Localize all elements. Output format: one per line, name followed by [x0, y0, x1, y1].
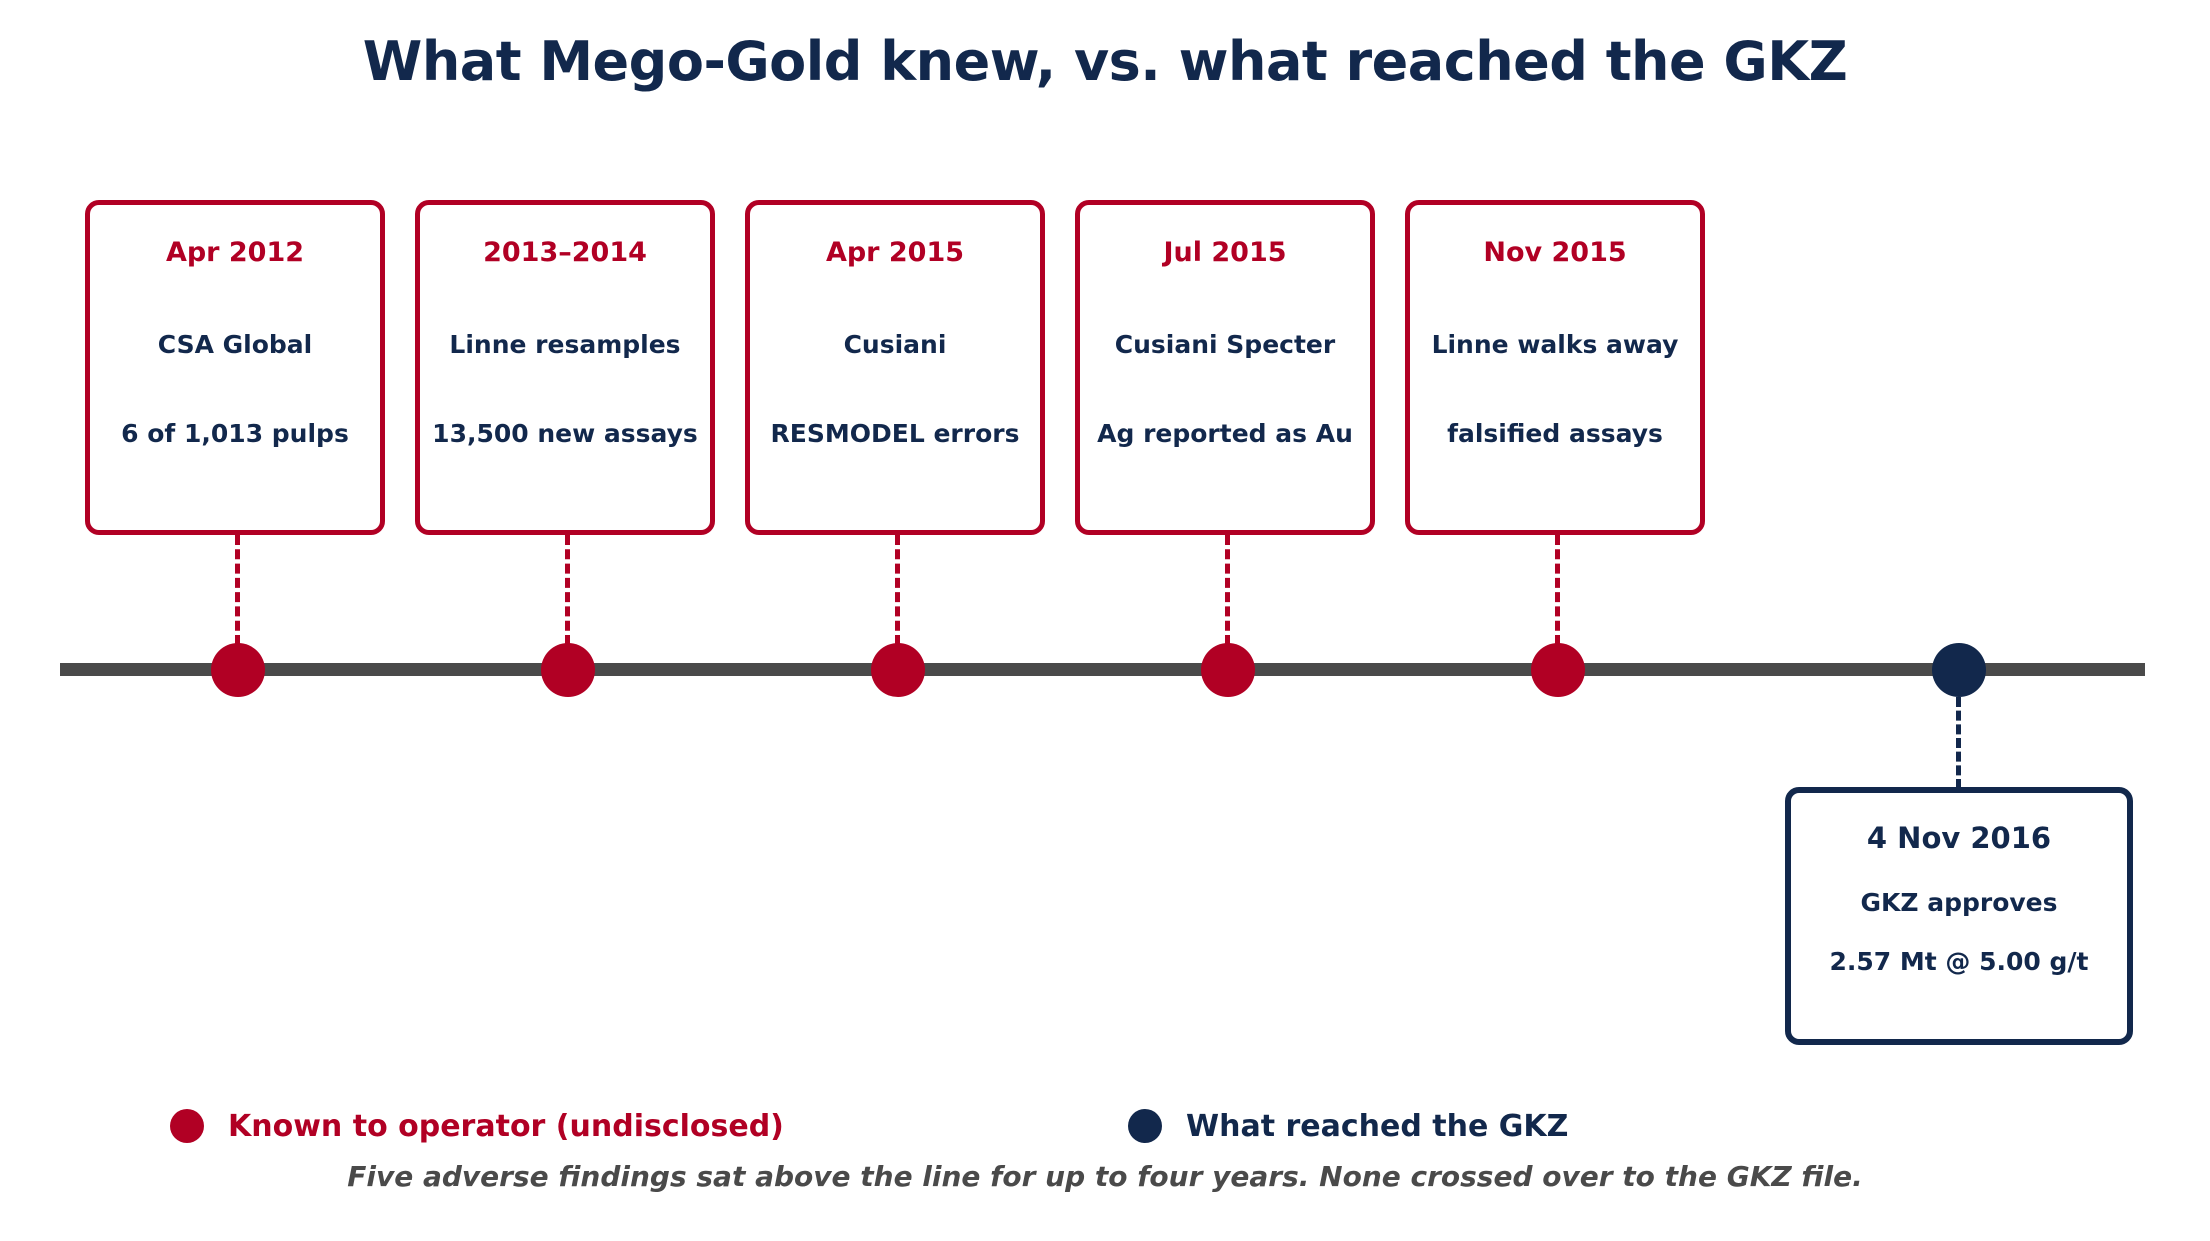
connector-line-1: [235, 535, 240, 645]
operator-dot-4[interactable]: [1201, 643, 1255, 697]
legend-label-gkz: What reached the GKZ: [1186, 1108, 1569, 1144]
connector-line-5: [1555, 535, 1560, 645]
connector-line-2: [565, 535, 570, 645]
gkz-actor: GKZ approves: [1860, 888, 2058, 917]
event-date: 2013–2014: [483, 237, 647, 268]
event-actor: Cusiani: [843, 330, 947, 359]
gkz-dot[interactable]: [1932, 643, 1986, 697]
event-detail: Ag reported as Au: [1097, 419, 1353, 448]
connector-line-gkz: [1956, 697, 1961, 789]
operator-dot-icon: [170, 1109, 204, 1143]
event-actor: Linne resamples: [449, 330, 681, 359]
event-actor: Linne walks away: [1431, 330, 1679, 359]
event-actor: Cusiani Specter: [1114, 330, 1336, 359]
event-actor: CSA Global: [157, 330, 313, 359]
gkz-date: 4 Nov 2016: [1866, 821, 2052, 855]
operator-dot-3[interactable]: [871, 643, 925, 697]
event-detail: 6 of 1,013 pulps: [121, 419, 349, 448]
connector-line-3: [895, 535, 900, 645]
operator-dot-5[interactable]: [1531, 643, 1585, 697]
event-detail: falsified assays: [1447, 419, 1663, 448]
legend-item-gkz: What reached the GKZ: [1128, 1100, 1568, 1152]
operator-dot-1[interactable]: [211, 643, 265, 697]
event-date: Apr 2015: [825, 237, 965, 268]
event-card-4: Jul 2015 Cusiani Specter Ag reported as …: [1075, 200, 1375, 535]
legend-item-operator: Known to operator (undisclosed): [170, 1100, 784, 1152]
event-detail: 13,500 new assays: [432, 419, 698, 448]
event-date: Jul 2015: [1163, 237, 1287, 268]
gkz-detail: 2.57 Mt @ 5.00 g/t: [1829, 947, 2089, 976]
connector-line-4: [1225, 535, 1230, 645]
gkz-dot-icon: [1128, 1109, 1162, 1143]
timeline-axis: [60, 663, 2145, 676]
event-card-2: 2013–2014 Linne resamples 13,500 new ass…: [415, 200, 715, 535]
event-card-3: Apr 2015 Cusiani RESMODEL errors: [745, 200, 1045, 535]
footer-caption: Five adverse findings sat above the line…: [347, 1160, 1863, 1193]
event-card-1: Apr 2012 CSA Global 6 of 1,013 pulps: [85, 200, 385, 535]
page-title: What Mego-Gold knew, vs. what reached th…: [362, 30, 1848, 93]
gkz-outcome-card: 4 Nov 2016 GKZ approves 2.57 Mt @ 5.00 g…: [1785, 787, 2133, 1045]
event-date: Nov 2015: [1483, 237, 1627, 268]
event-detail: RESMODEL errors: [770, 419, 1020, 448]
legend-label-operator: Known to operator (undisclosed): [228, 1108, 784, 1144]
event-card-5: Nov 2015 Linne walks away falsified assa…: [1405, 200, 1705, 535]
legend: Known to operator (undisclosed) What rea…: [0, 1100, 2210, 1152]
event-date: Apr 2012: [165, 237, 305, 268]
operator-dot-2[interactable]: [541, 643, 595, 697]
